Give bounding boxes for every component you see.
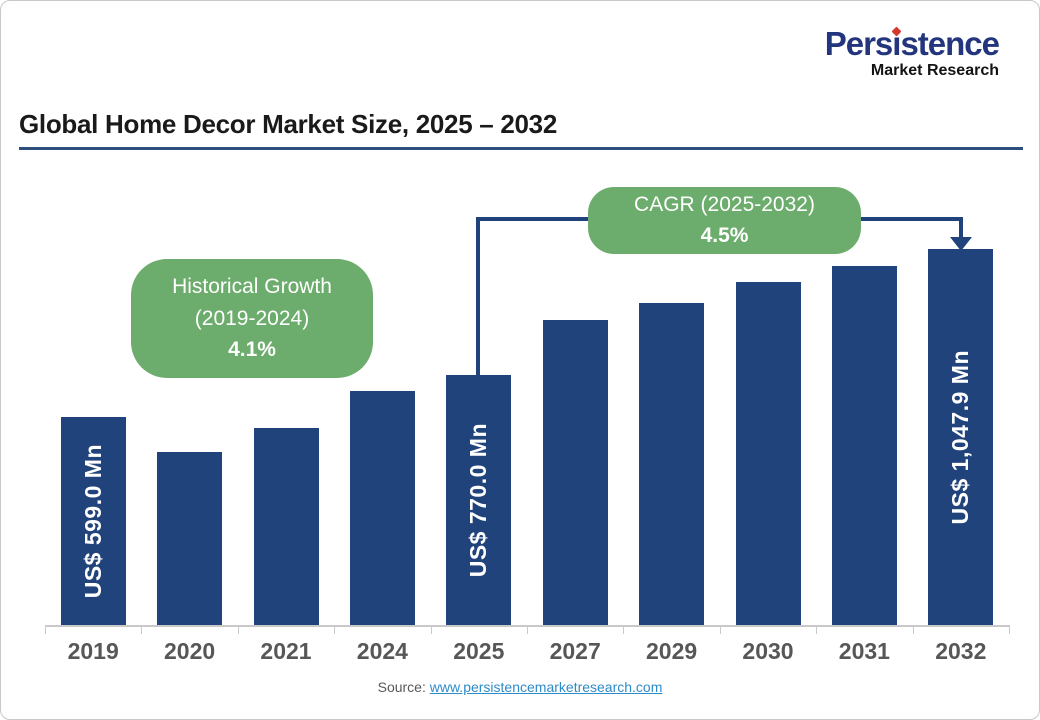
bar-2020 <box>157 452 223 625</box>
source-label: Source: <box>377 679 426 695</box>
cagr-bracket-right-segment <box>959 217 963 238</box>
axis-tick <box>527 625 528 634</box>
axis-tick <box>141 625 143 634</box>
cagr-bracket-left-segment <box>476 217 480 377</box>
bar-2021 <box>253 428 319 625</box>
bar-2032: US$ 1,047.9 Mn <box>928 249 994 625</box>
cagr-callout: CAGR (2025-2032) 4.5% <box>588 187 861 254</box>
x-axis-label-2029: 2029 <box>646 638 698 664</box>
bar-2025: US$ 770.0 Mn <box>446 375 512 625</box>
axis-tick <box>912 625 914 634</box>
x-axis-label-2020: 2020 <box>164 638 216 664</box>
page-title: Global Home Decor Market Size, 2025 – 20… <box>19 109 557 139</box>
x-axis-label-2019: 2019 <box>67 638 119 664</box>
bar-2031 <box>831 266 897 625</box>
axis-tick <box>45 625 46 634</box>
historical-growth-line1: Historical Growth <box>172 275 332 299</box>
historical-growth-line2: (2019-2024) <box>194 306 310 330</box>
bar-2029 <box>639 303 705 625</box>
source-link[interactable]: www.persistencemarketresearch.com <box>429 679 663 695</box>
axis-tick <box>430 625 432 634</box>
x-axis-label-2031: 2031 <box>838 638 890 664</box>
axis-tick <box>623 625 625 634</box>
logo-brand: Persistence <box>824 25 1000 62</box>
axis-tick <box>719 625 721 634</box>
logo-subtitle: Market Research <box>870 62 999 79</box>
axis-tick <box>816 625 818 634</box>
source-line: Source: www.persistencemarketresearch.co… <box>1 679 1039 695</box>
bar-value-label-2032: US$ 1,047.9 Mn <box>947 349 974 525</box>
x-axis-label-2021: 2021 <box>260 638 312 664</box>
cagr-value: 4.5% <box>700 223 749 247</box>
x-axis-label-2030: 2030 <box>742 638 794 664</box>
x-axis-label-2024: 2024 <box>356 638 408 664</box>
historical-growth-callout: Historical Growth (2019-2024) 4.1% <box>131 259 373 378</box>
logo: Persistence Market Research <box>824 25 1000 79</box>
logo-red-dot-i: i <box>892 25 901 62</box>
bar-2024 <box>349 391 415 625</box>
bar-2027 <box>542 320 608 625</box>
historical-growth-value: 4.1% <box>228 338 276 362</box>
bar-value-label-2025: US$ 770.0 Mn <box>465 422 492 578</box>
axis-tick <box>237 625 239 634</box>
x-axis-label-2025: 2025 <box>453 638 505 664</box>
bar-2019: US$ 599.0 Mn <box>60 417 126 625</box>
x-axis-label-2027: 2027 <box>549 638 601 664</box>
cagr-line1: CAGR (2025-2032) <box>634 193 815 217</box>
axis-tick <box>334 625 336 634</box>
axis-tick <box>1009 625 1010 634</box>
title-underline <box>19 147 1023 150</box>
bar-value-label-2019: US$ 599.0 Mn <box>79 443 106 599</box>
x-axis-label-2032: 2032 <box>935 638 987 664</box>
bar-2030 <box>735 282 801 625</box>
logo-brand-post: stence <box>900 25 1000 62</box>
logo-brand-pre: Pers <box>824 25 894 62</box>
arrow-down-icon <box>950 237 972 251</box>
